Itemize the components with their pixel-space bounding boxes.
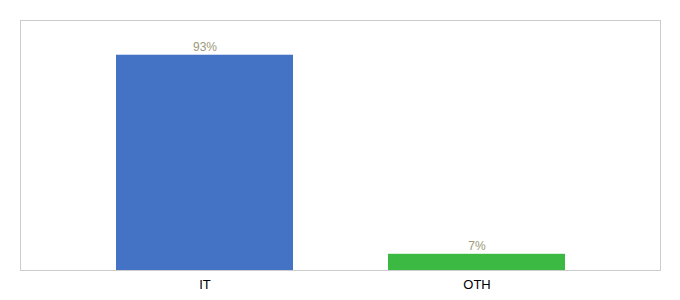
svg-text:IT: IT (199, 277, 211, 292)
svg-text:7%: 7% (468, 239, 486, 253)
svg-text:93%: 93% (193, 40, 217, 54)
svg-text:OTH: OTH (463, 277, 490, 292)
